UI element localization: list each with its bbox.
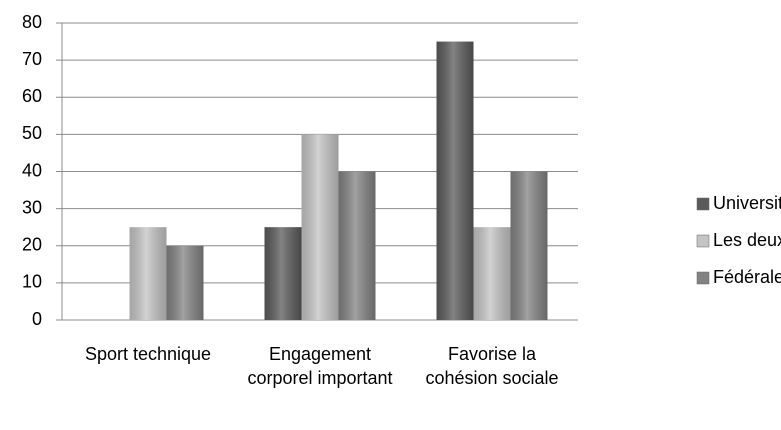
legend-swatch (696, 271, 710, 285)
bar-shade (129, 227, 167, 320)
bar-shade (301, 134, 339, 320)
x-tick-label: Sport technique (84, 344, 212, 364)
bar-shade (436, 41, 474, 320)
legend-swatch (696, 234, 710, 248)
y-tick-label: 80 (22, 12, 42, 32)
x-tick-label: Engagement corporel important (247, 344, 393, 388)
bar-shade (338, 171, 376, 320)
legend-label: Fédérales (713, 267, 781, 287)
bar-shade (473, 227, 511, 320)
y-tick-label: 30 (22, 197, 42, 217)
y-tick-label: 70 (22, 49, 42, 69)
bar-shade (166, 245, 204, 320)
y-tick-label: 40 (22, 160, 42, 180)
y-tick-label: 10 (22, 272, 42, 292)
x-tick-label: Favorise la cohésion sociale (425, 344, 559, 388)
bar-shade (510, 171, 548, 320)
y-tick-label: 0 (32, 309, 42, 329)
y-tick-label: 50 (22, 123, 42, 143)
bar-shade (264, 227, 302, 320)
y-tick-label: 20 (22, 235, 42, 255)
legend-label: Universitaires (713, 193, 781, 213)
y-tick-label: 60 (22, 86, 42, 106)
legend-swatch (696, 197, 710, 211)
legend-label: Les deux (713, 230, 781, 250)
